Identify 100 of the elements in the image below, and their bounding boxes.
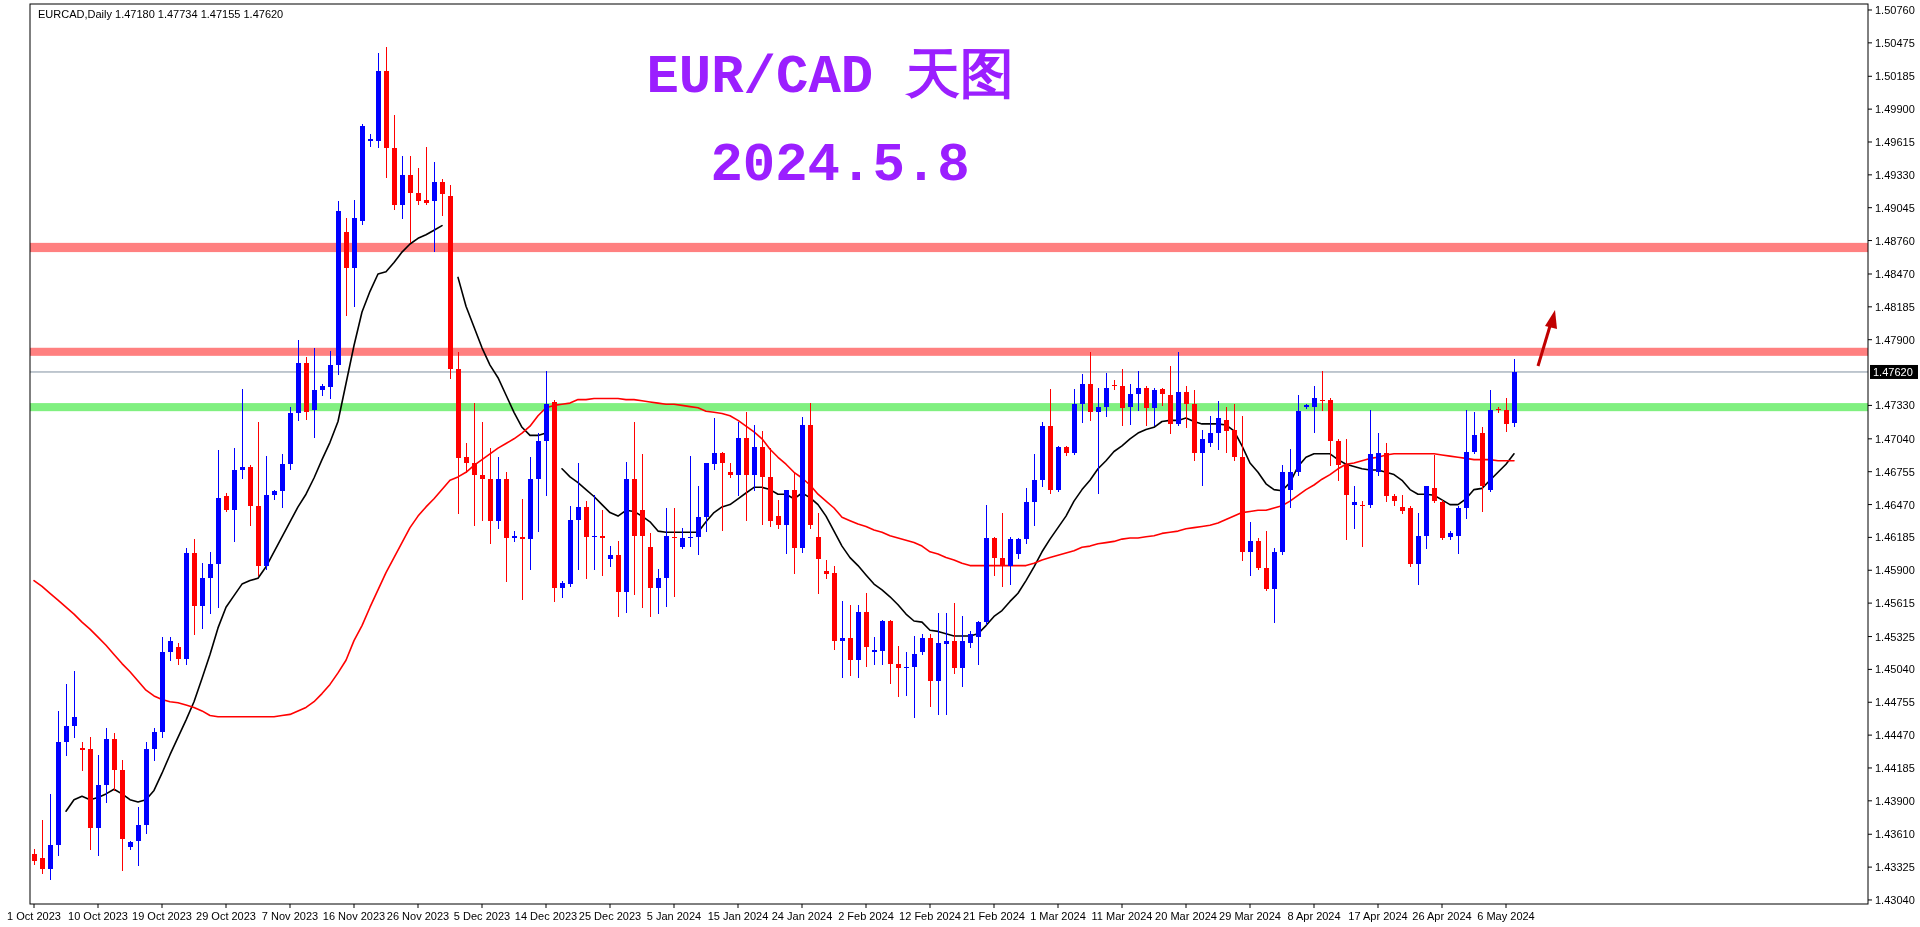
candlestick: [992, 536, 997, 576]
candlestick: [896, 645, 901, 697]
candlestick: [912, 635, 917, 718]
candlestick: [776, 499, 781, 529]
candlestick: [848, 604, 853, 676]
y-tick-label: 1.50475: [1875, 36, 1915, 49]
y-tick-label: 1.43325: [1875, 861, 1915, 874]
candlestick: [1184, 385, 1189, 428]
candlestick: [976, 620, 981, 665]
candlestick: [1352, 485, 1357, 529]
candlestick: [920, 633, 925, 655]
candlestick: [576, 462, 581, 570]
candlestick: [1504, 397, 1509, 432]
candlestick: [136, 806, 141, 866]
y-tick-label: 1.44470: [1875, 729, 1915, 742]
x-tick-label: 29 Mar 2024: [1219, 910, 1281, 922]
candlestick: [944, 612, 949, 715]
candlestick: [48, 793, 53, 880]
x-tick-label: 2 Feb 2024: [838, 910, 894, 922]
text: 2024.5.8: [710, 135, 970, 196]
candlestick: [152, 727, 157, 761]
y-tick-label: 1.45040: [1875, 663, 1915, 676]
candlestick: [1288, 448, 1293, 508]
candlestick: [312, 347, 317, 438]
candlestick: [176, 642, 181, 665]
candlestick: [1320, 370, 1325, 411]
candlestick: [472, 402, 477, 526]
y-tick-label: 1.47900: [1875, 333, 1915, 346]
candlestick: [720, 451, 725, 531]
candlestick: [168, 636, 173, 661]
y-tick-label: 1.43610: [1875, 828, 1915, 841]
candlestick: [1248, 521, 1253, 576]
candlestick: [1000, 512, 1005, 587]
x-tick-label: 5 Jan 2024: [646, 910, 702, 922]
candlestick: [1136, 370, 1141, 411]
candlestick: [328, 350, 333, 399]
x-tick-label: 24 Jan 2024: [771, 910, 833, 922]
y-tick-label: 1.43900: [1875, 794, 1915, 807]
y-tick-label: 1.50760: [1875, 3, 1915, 16]
candlestick: [224, 492, 229, 512]
x-tick-label: 5 Dec 2023: [453, 910, 511, 922]
candlestick: [656, 568, 661, 614]
candlestick: [872, 636, 877, 665]
candlestick: [1312, 385, 1317, 433]
x-tick-label: 11 Mar 2024: [1091, 910, 1153, 922]
candlestick: [416, 167, 421, 205]
y-tick-label: 1.49045: [1875, 201, 1915, 214]
candlestick: [1128, 383, 1133, 425]
x-tick-label: 6 May 2024: [1477, 910, 1535, 922]
candlestick: [904, 651, 909, 696]
candlestick: [1224, 406, 1229, 453]
candlestick: [1032, 453, 1037, 526]
candlestick: [824, 559, 829, 579]
candlestick: [1376, 432, 1381, 476]
candlestick: [1120, 368, 1125, 426]
candlestick: [480, 421, 485, 521]
candlestick: [1336, 438, 1341, 481]
y-tick-label: 1.44755: [1875, 696, 1915, 709]
y-tick-label: 1.46470: [1875, 498, 1915, 511]
x-tick-label: 7 Nov 2023: [261, 910, 319, 922]
candlestick: [1400, 494, 1405, 514]
candlestick: [1104, 372, 1109, 417]
x-tick-label: 26 Nov 2023: [386, 910, 450, 922]
x-tick-label: 1 Mar 2024: [1030, 910, 1086, 922]
x-tick-label: 29 Oct 2023: [196, 910, 256, 922]
candlestick: [1432, 454, 1437, 503]
y-tick-label: 1.47040: [1875, 432, 1915, 445]
candlestick: [712, 417, 717, 470]
candlestick: [816, 512, 821, 594]
y-tick-label: 1.46185: [1875, 531, 1915, 544]
x-tick-label: 15 Jan 2024: [707, 910, 769, 922]
candlestick: [672, 507, 677, 597]
ref-label: 1.47620: [1873, 366, 1913, 378]
annotation: EURCAD,Daily 1.47180 1.47734 1.47155 1.47620: [38, 8, 284, 20]
candlestick: [840, 600, 845, 678]
candlestick: [592, 494, 597, 570]
candlestick: [1264, 530, 1269, 591]
y-tick-label: 1.50185: [1875, 70, 1915, 83]
candlestick: [1152, 387, 1157, 426]
candlestick: [240, 388, 245, 479]
candlestick: [600, 509, 605, 576]
candlestick: [696, 485, 701, 555]
y-tick-label: 1.49900: [1875, 103, 1915, 116]
candlestick: [608, 545, 613, 567]
candlestick: [688, 455, 693, 547]
x-tick-label: 16 Nov 2023: [322, 910, 386, 922]
candlestick: [680, 527, 685, 549]
y-tick-label: 1.46755: [1875, 465, 1915, 478]
candlestick: [1016, 537, 1021, 559]
x-tick-label: 20 Mar 2024: [1155, 910, 1217, 922]
candlestick: [464, 442, 469, 473]
y-tick-label: 1.47330: [1875, 399, 1915, 412]
x-tick-label: 26 Apr 2024: [1412, 910, 1472, 922]
candlestick: [80, 741, 85, 771]
candlestick: [432, 161, 437, 252]
candlestick: [1360, 500, 1365, 547]
candlestick: [1144, 385, 1149, 426]
candlestick: [408, 155, 413, 243]
y-tick-label: 1.43040: [1875, 893, 1915, 906]
candlestick: [1096, 387, 1101, 494]
